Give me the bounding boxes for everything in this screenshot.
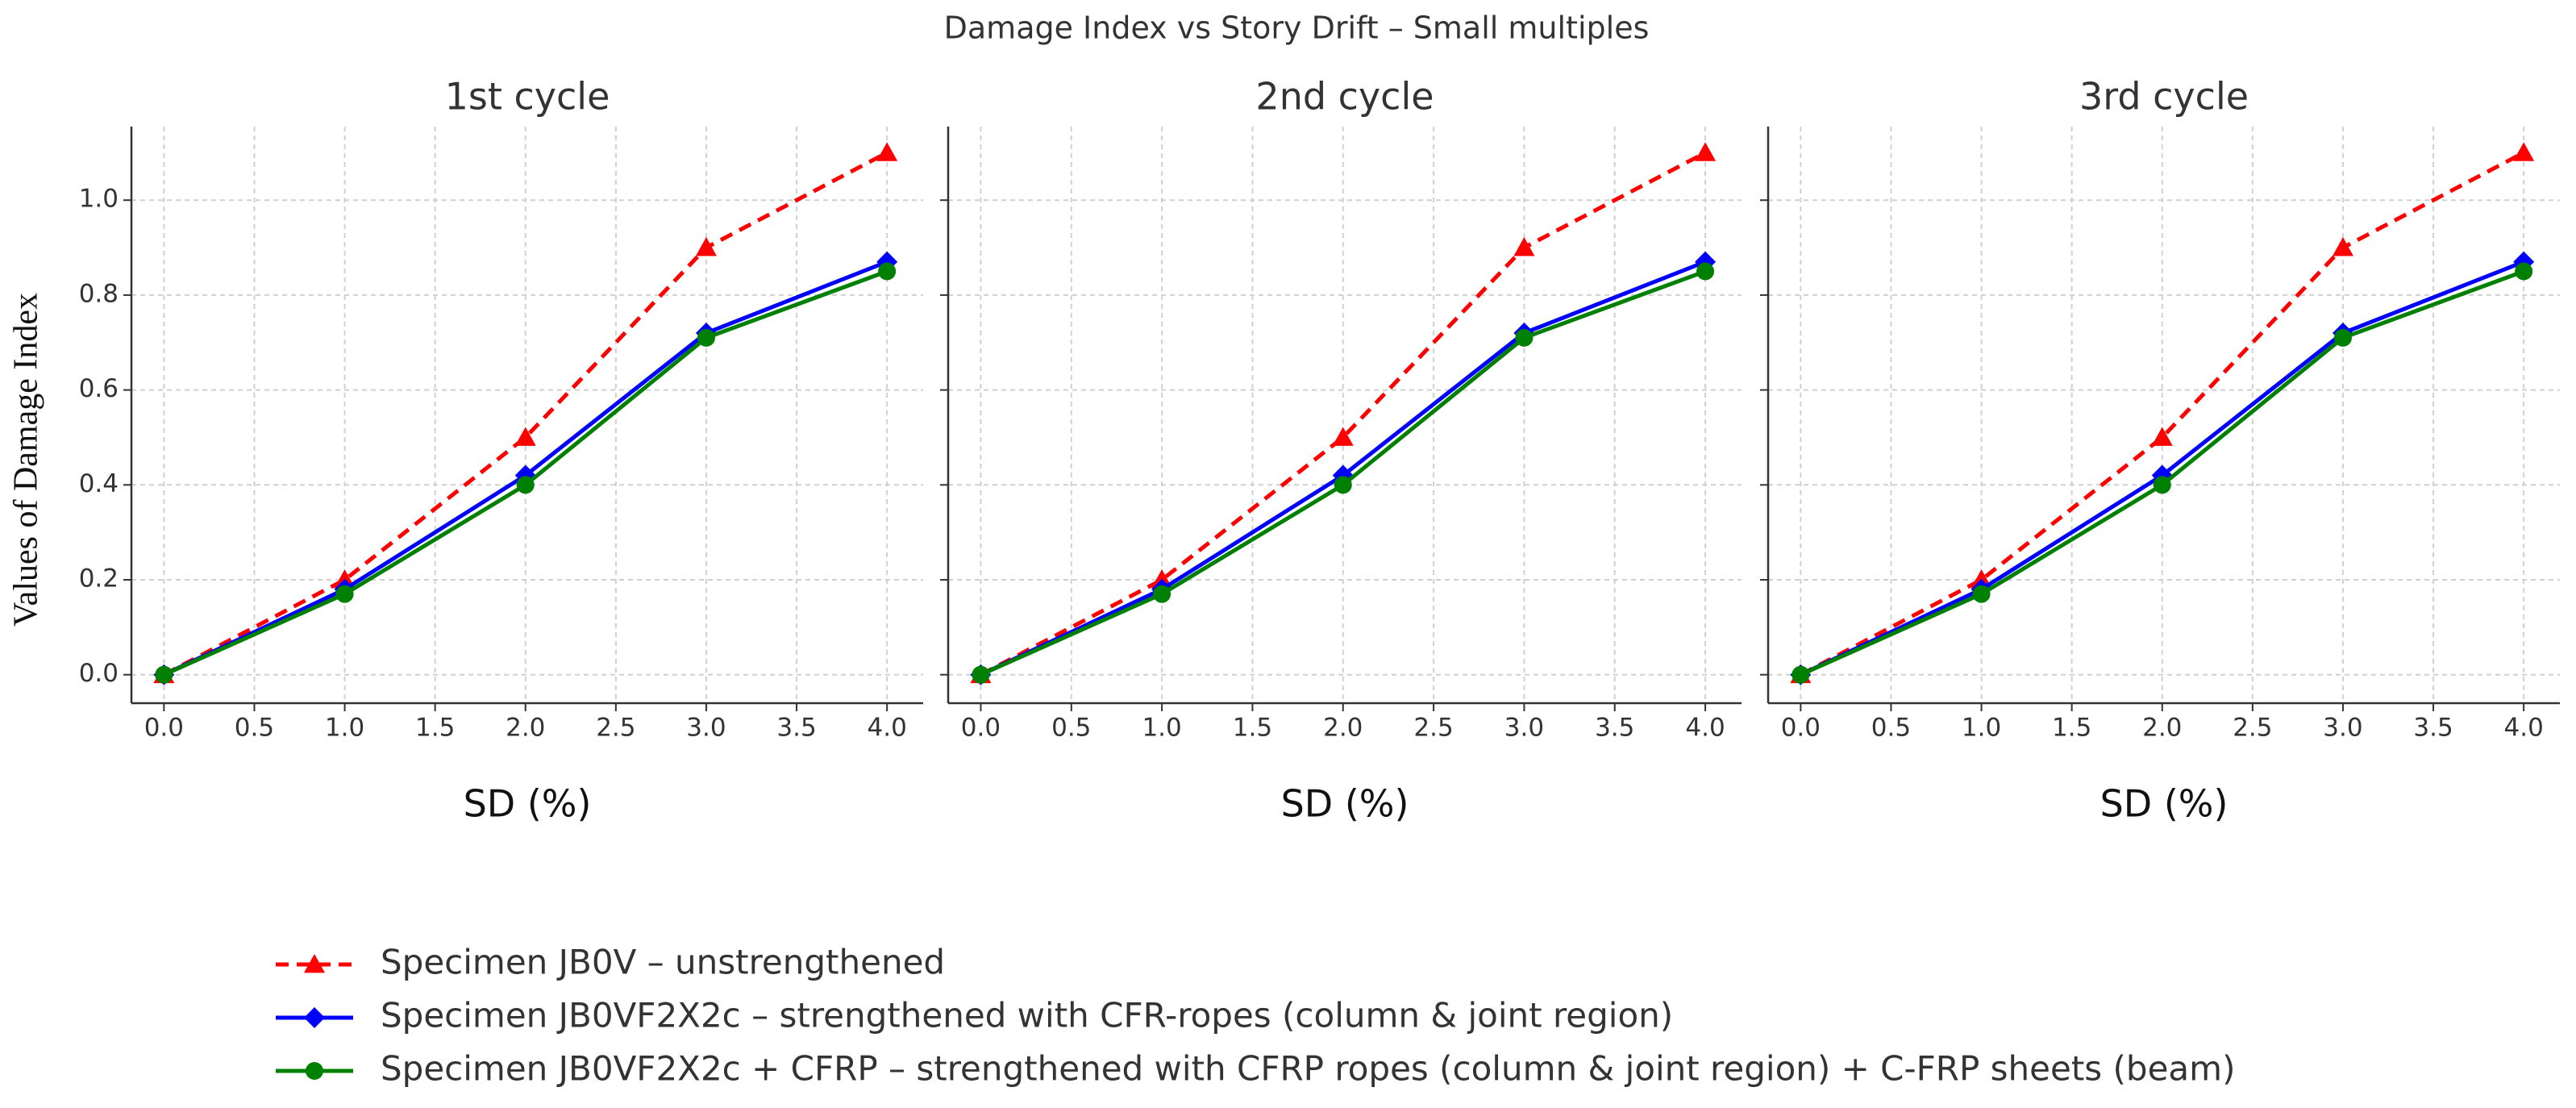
x-tick-label: 0.5 [1051, 714, 1091, 743]
data-point [2333, 328, 2352, 347]
legend-label: Specimen JB0VF2X2c – strengthened with C… [381, 996, 1673, 1035]
legend-label: Specimen JB0V – unstrengthened [381, 943, 945, 982]
x-tick-label: 3.5 [2413, 714, 2453, 743]
data-point [516, 476, 535, 494]
y-tick-label: 1.0 [79, 185, 119, 214]
x-tick-label: 4.0 [1685, 714, 1725, 743]
x-tick-label: 0.5 [1871, 714, 1911, 743]
x-axis-label: SD (%) [464, 782, 592, 826]
legend-marker [304, 1007, 325, 1028]
data-point [1972, 585, 1991, 603]
x-tick-label: 1.5 [2052, 714, 2091, 743]
legend-marker [306, 1062, 323, 1080]
x-tick-label: 1.0 [325, 714, 364, 743]
x-tick-label: 2.5 [1413, 714, 1453, 743]
panel-title: 2nd cycle [1255, 75, 1434, 119]
x-tick-label: 2.0 [1323, 714, 1363, 743]
y-tick-label: 0.2 [79, 564, 119, 593]
data-point [1153, 585, 1171, 603]
x-tick-label: 0.0 [144, 714, 184, 743]
data-point [1970, 569, 1992, 589]
y-tick-label: 0.6 [79, 374, 119, 403]
chart-title: Damage Index vs Story Drift – Small mult… [944, 10, 1650, 46]
data-point [1696, 262, 1715, 281]
data-point [2515, 262, 2533, 281]
x-tick-label: 1.5 [415, 714, 455, 743]
series-line [1800, 151, 2525, 677]
data-point [2332, 237, 2353, 256]
panel: 0.0 0.5 1.0 1.5 2.0 2.5 3.0 3.5 4.0 0.0 0.2 0.4 0.6 0… [79, 75, 923, 826]
x-tick-label: 0.0 [1781, 714, 1821, 743]
data-point [876, 142, 898, 161]
data-point [1695, 142, 1717, 161]
data-point [695, 237, 717, 256]
data-point [697, 328, 715, 347]
x-tick-label: 4.0 [868, 714, 907, 743]
x-axis-label: SD (%) [2100, 782, 2229, 826]
data-point [878, 262, 897, 281]
y-tick-label: 0.8 [79, 279, 119, 308]
panel: 0.0 0.5 1.0 1.5 2.0 2.5 3.0 3.5 4.0 3rd cycle SD (… [1760, 75, 2560, 826]
x-tick-label: 2.5 [596, 714, 635, 743]
data-point [335, 585, 354, 603]
x-tick-label: 1.0 [1962, 714, 2001, 743]
y-tick-label: 0.4 [79, 469, 119, 498]
data-point [334, 569, 356, 589]
panel-title: 1st cycle [445, 75, 610, 119]
x-tick-label: 2.0 [506, 714, 545, 743]
x-tick-label: 3.0 [1504, 714, 1544, 743]
data-point [972, 665, 990, 684]
x-tick-label: 4.0 [2504, 714, 2544, 743]
data-point [514, 427, 536, 446]
panel-title: 3rd cycle [2079, 75, 2249, 119]
x-tick-label: 0.5 [235, 714, 274, 743]
data-point [2513, 142, 2535, 161]
data-point [1792, 665, 1810, 684]
data-point [1332, 427, 1354, 446]
x-tick-label: 0.0 [961, 714, 1001, 743]
x-tick-label: 3.5 [776, 714, 816, 743]
data-point [1334, 476, 1352, 494]
x-tick-label: 3.0 [686, 714, 726, 743]
x-tick-label: 2.5 [2233, 714, 2272, 743]
data-point [1515, 328, 1534, 347]
series-line [980, 151, 1707, 677]
x-tick-label: 2.0 [2142, 714, 2182, 743]
data-point [1151, 569, 1173, 589]
y-axis-label: Values of Damage Index [8, 293, 45, 627]
x-axis-label: SD (%) [1281, 782, 1409, 826]
data-point [2151, 427, 2173, 446]
panel: 0.0 0.5 1.0 1.5 2.0 2.5 3.0 3.5 4.0 2nd cycle SD (… [940, 75, 1742, 826]
legend-marker [304, 954, 325, 973]
x-tick-label: 3.0 [2323, 714, 2362, 743]
legend-label: Specimen JB0VF2X2c + CFRP – strengthened… [381, 1049, 2235, 1089]
x-tick-label: 1.0 [1142, 714, 1181, 743]
x-tick-label: 3.5 [1595, 714, 1634, 743]
data-point [2153, 476, 2171, 494]
x-tick-label: 1.5 [1233, 714, 1272, 743]
data-point [155, 665, 173, 684]
series-line [163, 151, 888, 677]
data-point [1513, 237, 1535, 256]
y-tick-label: 0.0 [79, 659, 119, 688]
